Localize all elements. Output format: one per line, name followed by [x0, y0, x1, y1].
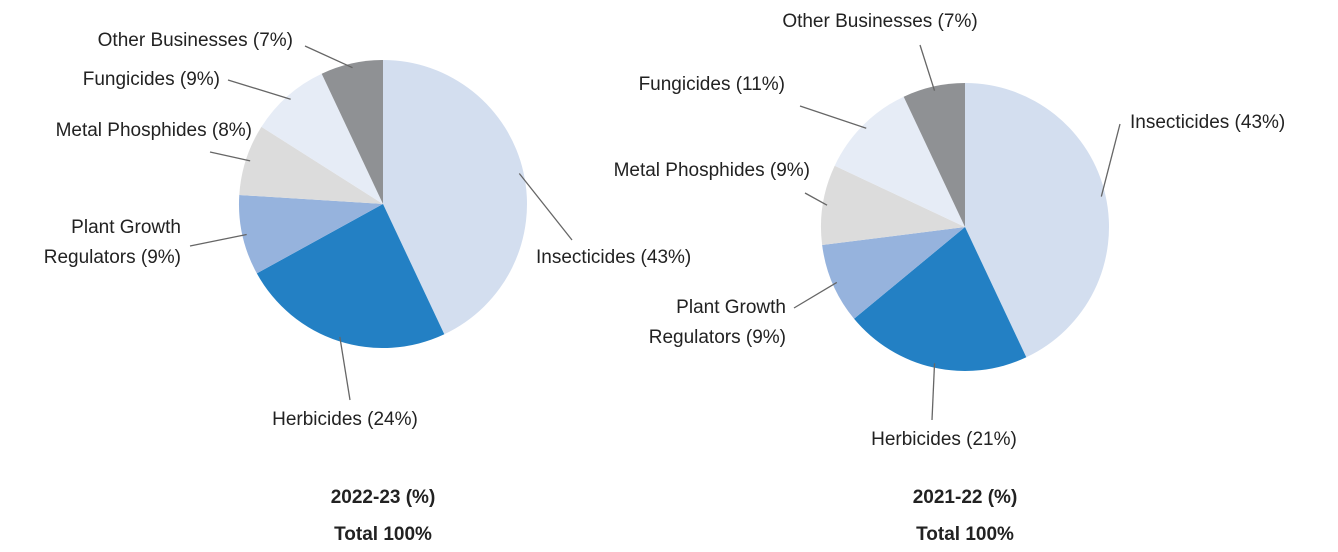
slice-label: Other Businesses (7%)	[98, 30, 293, 51]
pie-slice	[903, 83, 965, 227]
leader-line	[304, 45, 353, 69]
leader-line	[799, 105, 867, 129]
slice-label: Herbicides (24%)	[272, 409, 418, 430]
pie-slice	[965, 83, 1110, 358]
pie-slice	[834, 96, 965, 228]
slice-label: Herbicides (21%)	[871, 429, 1017, 450]
pie-slice	[822, 227, 965, 319]
slice-label: Other Businesses (7%)	[782, 11, 977, 32]
label-line: Plant Growth	[676, 297, 786, 318]
pie-slice	[239, 126, 383, 204]
slice-label: Insecticides (43%)	[1130, 112, 1285, 133]
pie-slice	[854, 227, 1027, 372]
label-line: Regulators (9%)	[44, 247, 181, 268]
leader-line	[189, 233, 247, 247]
pie-slice	[256, 204, 445, 349]
leader-line	[518, 173, 573, 241]
chart-title: 2022-23 (%)	[331, 487, 436, 508]
slice-label: Fungicides (9%)	[83, 69, 220, 90]
slice-label: Plant Growth Regulators (9%)	[44, 217, 181, 268]
label-line: Regulators (9%)	[649, 327, 786, 348]
leader-line	[931, 363, 936, 421]
slice-label: Metal Phosphides (8%)	[56, 120, 252, 141]
chart-subtitle: Total 100%	[916, 524, 1014, 545]
pie-slice	[321, 60, 383, 204]
pie-slice	[821, 165, 965, 246]
pie-slice	[261, 73, 383, 205]
leader-line	[793, 281, 838, 309]
leader-line	[339, 336, 351, 401]
slice-label: Fungicides (11%)	[639, 74, 785, 95]
pie-slice	[239, 194, 383, 274]
slice-label: Plant Growth Regulators (9%)	[649, 297, 786, 348]
leader-line	[1100, 123, 1121, 197]
slice-label: Insecticides (43%)	[536, 247, 691, 268]
leader-line	[919, 44, 936, 91]
leader-line	[209, 151, 251, 162]
leader-line	[227, 79, 291, 100]
pie-slice	[383, 60, 527, 335]
slice-label: Metal Phosphides (9%)	[614, 160, 810, 181]
leader-line	[804, 192, 828, 206]
label-line: Plant Growth	[71, 217, 181, 238]
chart-title: 2021-22 (%)	[913, 487, 1018, 508]
chart-subtitle: Total 100%	[334, 524, 432, 545]
